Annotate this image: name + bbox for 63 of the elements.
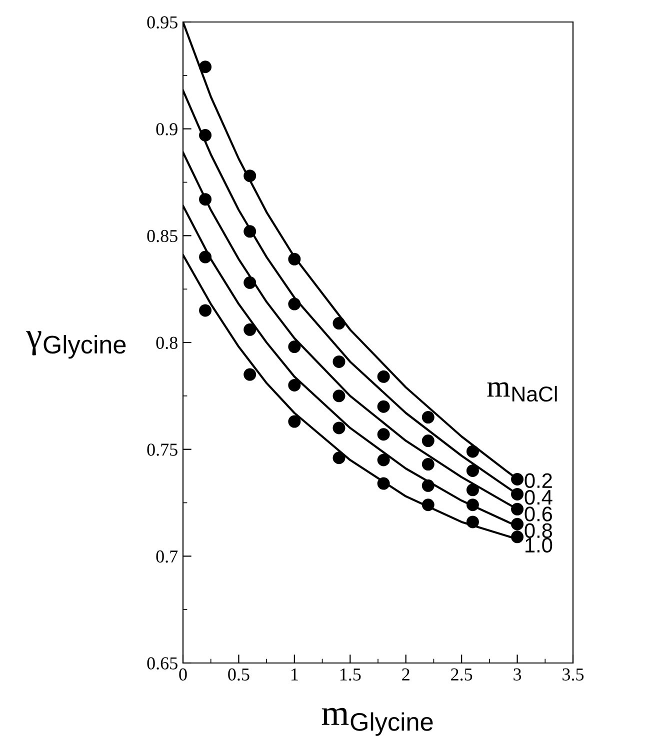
point (466, 464, 479, 477)
x-tick-label: 2 (402, 668, 410, 680)
x-tick-label: 0.5 (228, 668, 250, 681)
point (422, 411, 434, 424)
x-tick-label: 2.5 (451, 668, 472, 681)
point (244, 170, 256, 182)
point (466, 445, 479, 458)
point (288, 340, 301, 354)
point (244, 276, 256, 289)
point (199, 60, 212, 74)
point (511, 472, 524, 486)
legend-title: m$_{NaCl}$ (487, 382, 557, 402)
point (377, 454, 390, 466)
point (422, 498, 434, 512)
point (199, 193, 212, 206)
x-tick-label: 1.5 (340, 668, 361, 681)
x-tick-label: 3 (514, 668, 522, 681)
y-tick-label: 0.8 (156, 336, 178, 350)
point (288, 415, 301, 428)
point (422, 479, 434, 492)
point (422, 434, 434, 448)
x-axis-title: m$_{Glycine}$ (322, 708, 433, 736)
point (377, 400, 390, 413)
point (199, 304, 212, 317)
point (466, 516, 479, 528)
point (511, 502, 524, 516)
series-label: 0.8 (524, 523, 552, 538)
point (466, 498, 479, 512)
series-label: 0.2 (524, 473, 552, 488)
point (288, 252, 301, 266)
point (288, 298, 301, 310)
point (244, 225, 256, 238)
point (199, 128, 212, 142)
point (332, 422, 346, 434)
series-label: 0.6 (524, 506, 552, 522)
series-label: 1.0 (526, 538, 552, 553)
y-tick-label: 0.65 (147, 657, 178, 670)
y-tick-label: 0.95 (147, 16, 178, 29)
point (377, 477, 390, 490)
point (422, 458, 434, 471)
point (244, 368, 256, 381)
y-tick-label: 0.85 (147, 230, 178, 242)
y-tick-label: 0.9 (156, 123, 178, 136)
point (332, 452, 346, 464)
point (377, 428, 390, 441)
point (332, 355, 346, 368)
point (199, 250, 212, 264)
point (511, 518, 524, 530)
series-label: 0.4 (524, 490, 552, 505)
y-tick-label: 0.7 (156, 550, 178, 563)
point (288, 378, 301, 392)
point (244, 323, 256, 336)
y-tick-label: 0.75 (147, 444, 178, 456)
point (466, 484, 479, 496)
point (511, 530, 524, 544)
x-tick-label: 3.5 (562, 668, 584, 681)
point (377, 370, 390, 383)
x-tick-label: 1 (292, 668, 298, 680)
x-tick-label: 0 (179, 668, 187, 681)
point (511, 488, 524, 500)
y-axis-title: γ$_{Glycine}$ (26, 331, 126, 359)
point (332, 390, 346, 402)
point (332, 317, 346, 330)
